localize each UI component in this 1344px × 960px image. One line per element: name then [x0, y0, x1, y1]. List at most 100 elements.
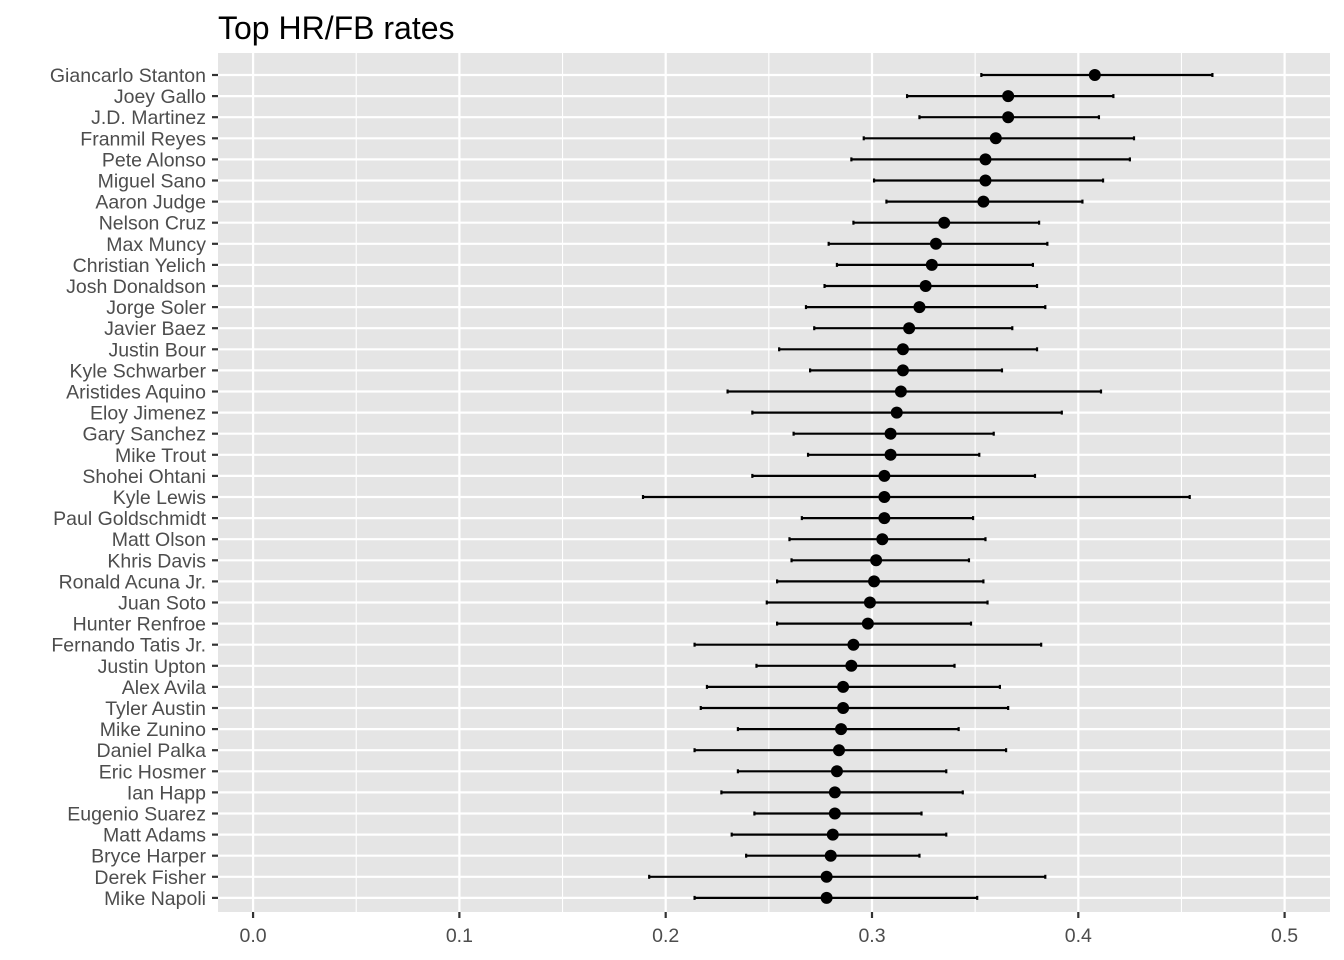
y-tick-label: Eric Hosmer: [99, 761, 207, 783]
y-tick-label: Mike Zunino: [100, 719, 206, 741]
y-tick-label: Aaron Judge: [95, 192, 206, 214]
data-point: [828, 786, 841, 799]
y-tick-label: Derek Fisher: [94, 867, 206, 889]
errorbar: [648, 874, 1047, 879]
y-tick-label: Aristides Aquino: [66, 382, 206, 404]
errorbar: [699, 706, 1010, 710]
y-tick-label: Eloy Jimenez: [90, 403, 206, 425]
y-tick-label: Javier Baez: [104, 318, 206, 340]
y-tick-label: Joey Gallo: [114, 86, 206, 108]
data-point: [1002, 90, 1015, 103]
y-tick-label: Juan Soto: [118, 593, 206, 615]
errorbar: [641, 495, 1191, 499]
data-point: [828, 807, 841, 820]
y-tick-label: Franmil Reyes: [80, 128, 206, 150]
data-point: [925, 258, 938, 271]
y-tick-label: Josh Donaldson: [66, 276, 206, 298]
data-point: [845, 659, 858, 672]
errorbar: [736, 727, 960, 732]
data-point: [832, 744, 845, 757]
errorbar: [765, 600, 989, 605]
y-tick-label: Giancarlo Stanton: [50, 65, 206, 87]
data-point: [896, 364, 909, 377]
data-point: [938, 216, 951, 229]
data-point: [837, 702, 850, 714]
data-point: [979, 153, 992, 166]
y-tick-label: Paul Goldschmidt: [53, 508, 206, 530]
data-point: [878, 491, 891, 503]
y-tick-label: Mike Napoli: [104, 888, 206, 910]
y-tick-label: Fernando Tatis Jr.: [51, 635, 206, 657]
y-tick-label: Daniel Palka: [97, 740, 207, 762]
errorbar: [775, 621, 973, 626]
data-point: [820, 891, 833, 904]
data-point: [884, 448, 897, 461]
error-bars: [641, 73, 1214, 900]
errorbar: [751, 473, 1037, 478]
chart-title: Top HR/FB rates: [218, 10, 455, 46]
data-point: [861, 617, 874, 630]
data-point: [870, 554, 883, 567]
errorbar: [804, 305, 1047, 310]
y-tick-label: Ian Happ: [127, 782, 206, 804]
data-point: [837, 680, 850, 693]
minor-gridlines: [355, 53, 1183, 912]
errorbar: [720, 790, 964, 795]
y-tick-label: J.D. Martinez: [91, 107, 206, 129]
y-tick-label: Nelson Cruz: [99, 213, 206, 235]
errorbar: [693, 748, 1008, 753]
y-tick-label: Eugenio Suarez: [67, 804, 206, 826]
data-point: [820, 870, 833, 883]
x-tick-label: 0.0: [240, 925, 267, 947]
x-tick-label: 0.3: [858, 925, 885, 947]
data-point: [894, 385, 907, 398]
errorbar: [775, 579, 985, 584]
x-tick-label: 0.1: [446, 925, 473, 947]
data-point: [1002, 111, 1015, 124]
data-point: [847, 638, 860, 651]
y-tick-label: Khris Davis: [107, 550, 206, 572]
data-point: [824, 849, 837, 862]
data-point: [826, 828, 839, 841]
y-tick-label: Alex Avila: [122, 677, 206, 699]
data-point: [979, 174, 992, 187]
y-tick-label: Tyler Austin: [105, 698, 206, 720]
errorbar: [726, 389, 1103, 394]
y-tick-label: Hunter Renfroe: [73, 614, 206, 636]
y-tick-label: Miguel Sano: [98, 171, 207, 193]
y-tick-label: Justin Upton: [98, 656, 206, 678]
data-point: [977, 195, 990, 208]
x-tick-label: 0.2: [652, 925, 679, 947]
y-tick-label: Pete Alonso: [102, 149, 206, 171]
data-point: [896, 343, 909, 356]
data-point: [929, 237, 942, 250]
y-tick-label: Ronald Acuna Jr.: [59, 571, 206, 593]
y-tick-label: Kyle Schwarber: [69, 360, 206, 382]
y-tick-label: Bryce Harper: [91, 846, 206, 868]
y-tick-label: Matt Adams: [103, 825, 206, 847]
y-tick-label: Jorge Soler: [106, 297, 206, 319]
data-point: [863, 596, 876, 609]
data-point: [878, 469, 891, 482]
data-point: [919, 280, 932, 292]
errorbar: [730, 832, 948, 837]
errorbar: [751, 410, 1063, 415]
y-tick-label: Matt Olson: [112, 529, 206, 551]
x-axis: 0.0 0.1 0.2 0.3 0.4 0.5: [240, 912, 1298, 947]
x-tick-label: 0.4: [1065, 925, 1092, 947]
errorbar: [693, 642, 1043, 647]
errorbar: [693, 895, 979, 900]
data-point: [1088, 69, 1101, 81]
y-tick-label: Kyle Lewis: [113, 487, 206, 509]
data-point: [876, 533, 889, 546]
data-points: [820, 69, 1101, 904]
x-tick-label: 0.5: [1271, 925, 1298, 947]
y-tick-label: Gary Sanchez: [82, 424, 206, 446]
y-tick-label: Justin Bour: [108, 339, 206, 361]
data-point: [878, 512, 891, 525]
data-point: [890, 406, 903, 419]
y-tick-label: Shohei Ohtani: [82, 466, 206, 488]
major-gridlines: [218, 53, 1330, 912]
